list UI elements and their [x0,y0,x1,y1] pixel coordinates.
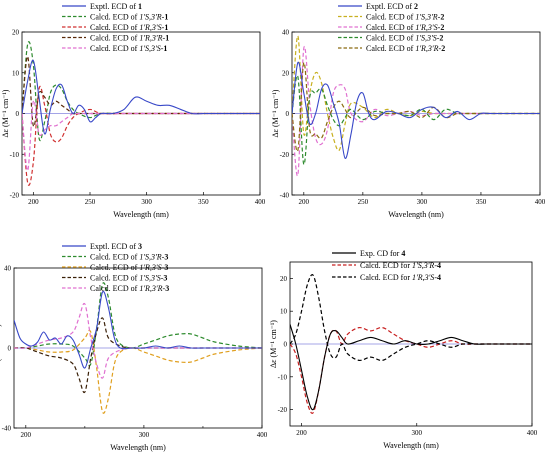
y-tick-label: 0 [16,110,20,118]
legend-label: Exptl. ECD of 3 [90,242,142,251]
x-tick-label: 400 [535,198,546,206]
series-line-2-2 [292,35,540,152]
series-line-3-3 [14,329,262,414]
y-tick-label: 0 [286,110,290,118]
legend-label: Calcd. ECD for 1'R,3'S-4 [360,273,441,282]
x-tick-label: 300 [139,431,150,439]
series-line-4-3 [290,274,532,362]
x-tick-label: 400 [527,429,538,437]
y-tick-label: -40 [280,192,290,200]
legend-label: Calcd. ECD of 1'R,3'R-3 [90,284,169,293]
series-line-3-5 [14,302,262,379]
series-line-1-1 [22,59,260,135]
x-tick-label: 300 [141,198,152,206]
legend-label: Exptl. ECD of 2 [366,2,418,11]
legend-label: Exp. CD for 4 [360,249,405,258]
y-tick-label: -40 [2,425,12,433]
y-tick-label: 10 [280,308,288,316]
x-tick-label: 400 [255,198,266,206]
y-axis-label: Δε (M⁻¹ cm⁻¹) [271,89,280,137]
y-tick-label: -20 [278,406,288,414]
x-axis-label: Wavelength (nm) [113,210,169,219]
y-tick-label: 20 [282,69,290,77]
series-line-4-2 [290,326,532,414]
series-line-1-4 [22,55,260,127]
x-tick-label: 300 [417,198,428,206]
legend-label: Calcd. ECD for 1'S,3'R-4 [360,261,441,270]
series-line-1-2 [22,41,260,142]
legend-label: Calcd. ECD of 1'S,3'R-1 [90,13,168,22]
series-line-2-3 [292,45,540,177]
x-axis-label: Wavelength (nm) [383,441,439,450]
x-tick-label: 200 [21,431,32,439]
y-tick-label: 0 [8,345,12,353]
legend: Exp. CD for 4 Calcd. ECD for 1'S,3'R-4 Cal… [332,249,441,282]
chart-panel-1: 200 250 300 350 400 20 10 0 -10 -20 Wavelength (nm… [1,2,266,219]
x-tick-label: 350 [198,198,209,206]
chart-panel-4: 200 300 400 20 10 0 -10 -20 Wavelength (nm) Δε (M… [269,249,538,450]
series-line-1-3 [22,85,260,186]
series-line-3-1 [14,290,262,369]
series-line-3-2 [14,282,262,367]
legend-label: Exptl. ECD of 1 [90,2,142,11]
y-axis-label: Δε (M⁻¹ cm⁻¹) [0,324,2,372]
y-tick-label: -10 [10,151,20,159]
legend-label: Calcd. ECD of 1'R,3'R-1 [90,34,169,43]
y-tick-label: 10 [12,69,20,77]
series-line-4-1 [290,324,532,411]
x-tick-label: 200 [296,429,307,437]
legend-label: Calcd. ECD of 1'S,3'S-1 [90,44,167,53]
x-tick-label: 200 [299,198,310,206]
y-tick-label: 20 [12,29,20,37]
legend-label: Calcd. ECD of 1'R,3'R-2 [366,44,445,53]
series-line-2-5 [292,61,540,152]
series-line-3-4 [14,317,262,394]
x-tick-label: 250 [85,198,96,206]
y-axis-label: Δε (M⁻¹ cm⁻¹) [1,89,10,137]
y-tick-label: 40 [4,265,12,273]
x-axis-label: Wavelength (nm) [388,210,444,219]
legend-label: Calcd. ECD of 1'S,3'S-3 [90,274,167,283]
legend-label: Calcd. ECD of 1'R,3'S-1 [90,23,168,32]
y-tick-label: -20 [10,192,20,200]
x-tick-label: 350 [476,198,487,206]
legend-label: Calcd. ECD of 1'R,3'S-3 [90,263,168,272]
y-tick-label: 20 [280,275,288,283]
x-axis-label: Wavelength (nm) [110,443,166,452]
y-tick-label: -10 [278,373,288,381]
y-tick-label: 40 [282,29,290,37]
series-line-2-1 [292,61,540,159]
x-tick-label: 400 [257,431,268,439]
legend-label: Calcd. ECD of 1'S,3'R-3 [90,253,168,262]
x-tick-label: 300 [412,429,423,437]
legend-label: Calcd. ECD of 1'S,3'S-2 [366,34,443,43]
y-axis-label: Δε (M⁻¹ cm⁻¹) [269,320,278,368]
y-tick-label: 0 [284,341,288,349]
x-tick-label: 250 [358,198,369,206]
legend-label: Calcd. ECD of 1'R,3'S-2 [366,23,444,32]
legend-label: Calcd. ECD of 1'S,3'R-2 [366,13,444,22]
series-line-1-5 [22,100,260,172]
y-tick-label: -20 [280,151,290,159]
x-tick-label: 200 [28,198,39,206]
